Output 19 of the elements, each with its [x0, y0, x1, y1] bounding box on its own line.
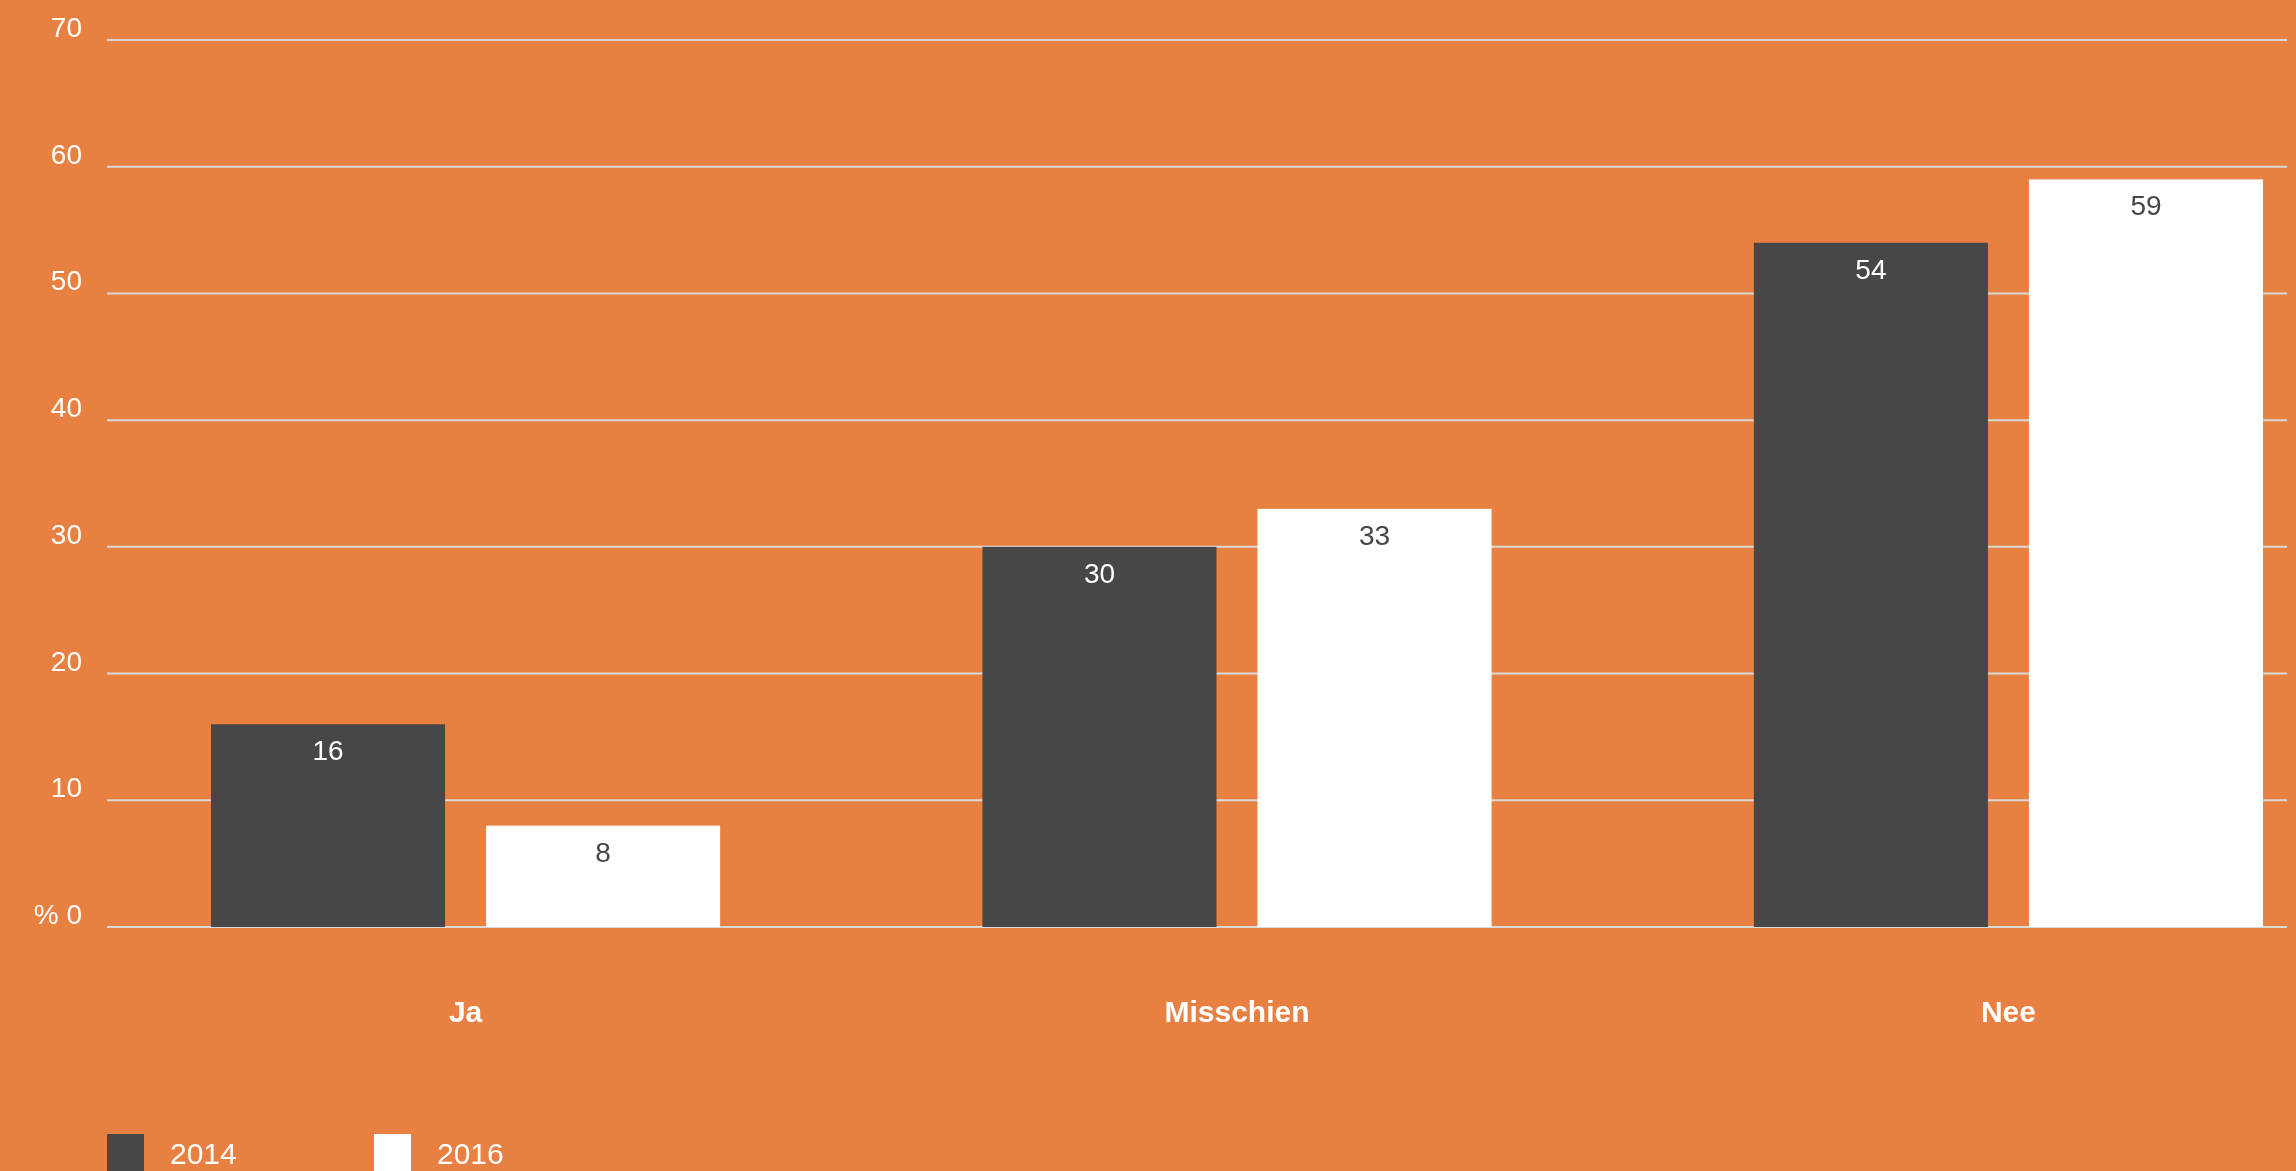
- x-tick-label: Nee: [1980, 995, 2036, 1028]
- y-tick-label: 20: [50, 645, 82, 677]
- legend-label: 2016: [437, 1137, 504, 1170]
- legend-label: 2014: [170, 1137, 237, 1170]
- x-tick-label: Misschien: [1164, 995, 1310, 1028]
- y-tick-label: 50: [50, 265, 82, 297]
- y-tick-label: 70: [50, 12, 82, 43]
- y-tick-label: 30: [50, 518, 82, 550]
- y-tick-label: 40: [50, 392, 82, 424]
- data-label: 16: [312, 735, 344, 767]
- data-label: 54: [1855, 253, 1887, 285]
- y-tick-label: 60: [50, 138, 82, 170]
- data-label: 8: [595, 836, 611, 868]
- data-label: 59: [2130, 190, 2162, 222]
- data-label: 30: [1083, 557, 1116, 589]
- x-tick-label: Ja: [448, 995, 483, 1028]
- data-label: 33: [1358, 519, 1391, 551]
- y-tick-label: 10: [50, 772, 82, 804]
- y-tick-label: % 0: [33, 899, 82, 930]
